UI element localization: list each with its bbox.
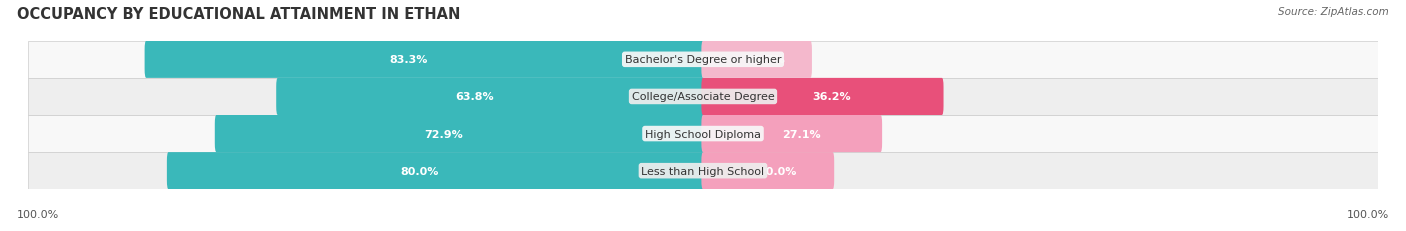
Text: 27.1%: 27.1% bbox=[782, 129, 821, 139]
Text: Bachelor's Degree or higher: Bachelor's Degree or higher bbox=[624, 55, 782, 65]
Text: 100.0%: 100.0% bbox=[17, 210, 59, 219]
FancyBboxPatch shape bbox=[145, 42, 704, 79]
Text: 16.7%: 16.7% bbox=[747, 55, 786, 65]
Text: Less than High School: Less than High School bbox=[641, 166, 765, 176]
FancyBboxPatch shape bbox=[276, 79, 704, 116]
Text: OCCUPANCY BY EDUCATIONAL ATTAINMENT IN ETHAN: OCCUPANCY BY EDUCATIONAL ATTAINMENT IN E… bbox=[17, 7, 460, 22]
FancyBboxPatch shape bbox=[702, 116, 882, 152]
Text: 63.8%: 63.8% bbox=[456, 92, 494, 102]
FancyBboxPatch shape bbox=[702, 152, 834, 189]
FancyBboxPatch shape bbox=[215, 116, 704, 152]
Text: College/Associate Degree: College/Associate Degree bbox=[631, 92, 775, 102]
Text: 72.9%: 72.9% bbox=[425, 129, 463, 139]
FancyBboxPatch shape bbox=[702, 79, 943, 116]
Bar bbox=[28, 79, 1378, 116]
Bar bbox=[28, 116, 1378, 152]
Bar bbox=[28, 152, 1378, 189]
Bar bbox=[28, 42, 1378, 79]
Text: 36.2%: 36.2% bbox=[813, 92, 851, 102]
Text: 100.0%: 100.0% bbox=[1347, 210, 1389, 219]
Text: 83.3%: 83.3% bbox=[389, 55, 427, 65]
FancyBboxPatch shape bbox=[702, 42, 811, 79]
Text: Source: ZipAtlas.com: Source: ZipAtlas.com bbox=[1278, 7, 1389, 17]
FancyBboxPatch shape bbox=[167, 152, 704, 189]
Text: High School Diploma: High School Diploma bbox=[645, 129, 761, 139]
Text: 20.0%: 20.0% bbox=[758, 166, 796, 176]
Text: 80.0%: 80.0% bbox=[401, 166, 439, 176]
